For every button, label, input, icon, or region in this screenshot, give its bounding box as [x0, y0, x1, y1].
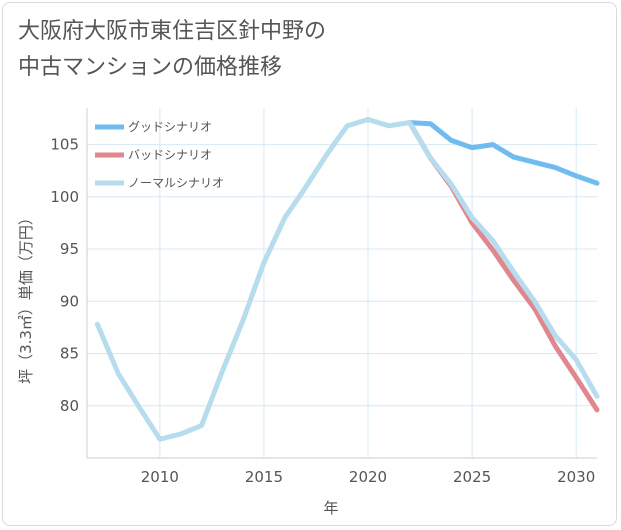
- y-tick-label-95: 95: [60, 240, 79, 258]
- y-axis-label: 坪（3.3㎡）単価（万円）: [17, 210, 35, 384]
- x-tick-label-2030: 2030: [557, 468, 595, 486]
- y-tick-label-105: 105: [50, 136, 79, 154]
- x-tick-label-2015: 2015: [245, 468, 283, 486]
- x-axis-label: 年: [323, 499, 338, 517]
- x-tick-label-2025: 2025: [453, 468, 491, 486]
- plot-area: [87, 108, 597, 458]
- y-axis-ticks: 80 85 90 95 100 105: [50, 136, 79, 415]
- x-tick-label-2010: 2010: [141, 468, 179, 486]
- chart-title: 大阪府大阪市東住吉区針中野の 中古マンションの価格推移: [18, 14, 326, 86]
- x-tick-label-2020: 2020: [349, 468, 387, 486]
- series-lines: [94, 117, 600, 442]
- good-scenario-line: [407, 120, 600, 186]
- chart-title-line-1: 大阪府大阪市東住吉区針中野の: [18, 19, 327, 44]
- good-scenario-legend-label: グッドシナリオ: [128, 120, 212, 134]
- y-tick-label-100: 100: [50, 188, 79, 206]
- y-tick-label-80: 80: [60, 397, 79, 415]
- chart-title-line-2: 中古マンションの価格推移: [18, 55, 283, 80]
- normal-scenario-line: [94, 117, 600, 442]
- y-tick-label-90: 90: [60, 292, 79, 310]
- y-tick-label-85: 85: [60, 345, 79, 363]
- x-axis-ticks: 2010 2015 2020 2025 2030: [141, 468, 596, 486]
- normal-scenario-legend-label: ノーマルシナリオ: [128, 176, 224, 190]
- grid-lines: [86, 108, 597, 459]
- bad-scenario-legend-label: バッドシナリオ: [128, 148, 212, 162]
